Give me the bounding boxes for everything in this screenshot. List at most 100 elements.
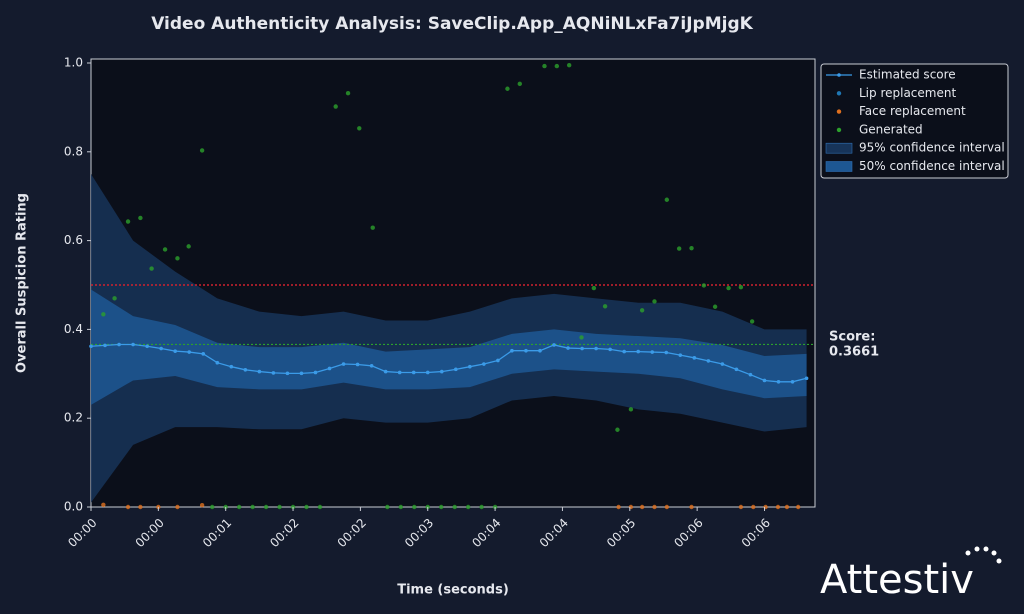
line-point — [327, 366, 332, 371]
line-point — [383, 369, 388, 374]
score-line-series — [90, 343, 807, 383]
line-point — [748, 372, 753, 377]
line-point — [173, 349, 177, 353]
line-point — [636, 349, 641, 354]
line-point — [678, 353, 683, 357]
confidence-band — [91, 174, 807, 503]
scatter-point — [199, 503, 205, 508]
scatter-point — [517, 81, 522, 87]
line-point — [524, 348, 528, 353]
scatter-point — [370, 225, 375, 230]
scatter-point — [398, 504, 404, 510]
brand-dots — [965, 546, 1002, 564]
scatter-point — [738, 504, 744, 510]
y-tick-label: 0.6 — [64, 233, 83, 247]
line-point — [145, 344, 149, 349]
scatter-point — [250, 504, 255, 510]
scatter-point — [652, 504, 657, 510]
line-point — [187, 350, 192, 354]
scatter-point — [615, 427, 620, 432]
scatter-point — [554, 63, 560, 69]
brand-logo: Attestiv — [820, 557, 974, 603]
scatter-point — [751, 504, 756, 510]
scatter-point — [465, 504, 471, 510]
scatter-point — [689, 504, 694, 510]
scatter-point — [277, 504, 282, 510]
legend-dot — [836, 109, 842, 114]
score-value: 0.3661 — [829, 345, 879, 360]
line-point — [804, 376, 809, 381]
line-point — [454, 367, 458, 372]
scatter-point — [333, 104, 338, 109]
line-point — [510, 348, 514, 353]
legend-patch — [825, 142, 853, 154]
scatter-point — [566, 63, 572, 68]
scatter-point — [357, 126, 362, 131]
scatter-point — [676, 246, 682, 251]
scatter-point — [591, 285, 597, 291]
line-point — [285, 371, 290, 376]
y-tick-label: 0.2 — [64, 411, 83, 425]
scatter-point — [652, 299, 657, 304]
scatter-point — [138, 215, 143, 221]
scatter-point — [664, 504, 670, 510]
scatter-point — [712, 304, 718, 309]
line-point — [355, 362, 360, 367]
legend-label: Lip replacement — [859, 86, 956, 100]
legend-box — [820, 63, 1009, 179]
scatter-point — [162, 247, 168, 252]
scatter-point — [112, 296, 117, 301]
line-point — [580, 346, 584, 351]
legend-dot — [837, 73, 841, 77]
scatter-point — [479, 504, 484, 510]
scatter-point — [175, 504, 180, 510]
line-point — [720, 362, 725, 366]
score-label: Score: — [829, 330, 875, 345]
chart-title: Video Authenticity Analysis: SaveClip.Ap… — [151, 14, 753, 34]
y-tick-label: 1.0 — [64, 56, 83, 70]
line-point — [201, 352, 206, 356]
scatter-point — [639, 308, 645, 313]
line-point — [762, 378, 767, 383]
line-point — [299, 371, 304, 376]
scatter-point — [628, 407, 634, 412]
line-point — [369, 364, 374, 368]
scatter-point — [616, 504, 621, 510]
scatter-point — [749, 319, 755, 324]
line-point — [425, 370, 430, 375]
line-point — [341, 362, 346, 366]
line-point — [594, 346, 598, 351]
scatter-point — [542, 63, 547, 69]
line-point — [215, 360, 220, 365]
line-point — [159, 346, 163, 351]
legend-label: Generated — [859, 122, 923, 136]
scatter-point — [505, 86, 510, 91]
legend-patch — [825, 161, 853, 172]
line-point — [552, 343, 556, 347]
line-point — [790, 379, 795, 384]
line-point — [103, 343, 107, 348]
line-point — [734, 367, 739, 372]
line-point — [692, 356, 697, 360]
line-point — [482, 362, 486, 366]
y-tick-label: 0.8 — [64, 144, 83, 158]
scatter-point — [186, 244, 191, 249]
scatter-point — [236, 504, 242, 510]
line-point — [706, 359, 711, 363]
scatter-point — [452, 504, 457, 510]
scatter-point — [639, 504, 645, 510]
line-point — [313, 370, 318, 375]
plot-content — [89, 63, 815, 510]
plot-area — [90, 58, 816, 508]
line-point — [229, 364, 234, 369]
legend-dot — [836, 127, 842, 133]
scatter-point — [689, 245, 694, 251]
scatter-point — [199, 148, 205, 153]
scatter-point — [664, 197, 670, 202]
line-point — [271, 371, 276, 375]
line-point — [650, 350, 655, 354]
line-point — [243, 368, 248, 372]
scatter-point — [439, 504, 444, 510]
line-point — [776, 379, 781, 384]
